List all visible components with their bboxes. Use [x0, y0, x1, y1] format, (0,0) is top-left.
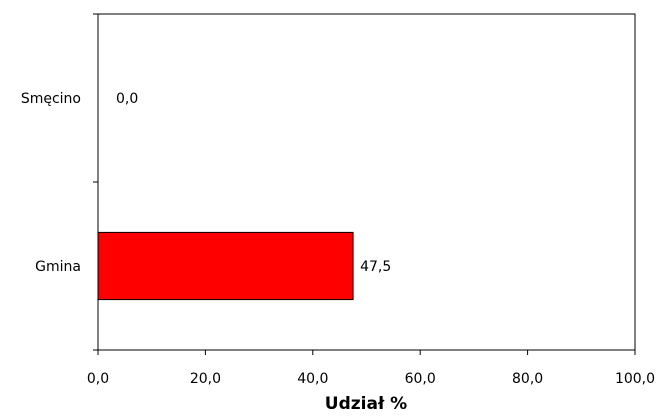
x-tick-label: 80,0	[512, 371, 543, 387]
x-tick-label: 20,0	[190, 371, 221, 387]
bar-1	[97, 231, 354, 301]
data-label: 0,0	[116, 91, 138, 107]
data-label: 47,5	[360, 259, 391, 275]
x-tick-label: 40,0	[297, 371, 328, 387]
x-tick-label: 60,0	[405, 371, 436, 387]
x-tick-label: 100,0	[615, 371, 655, 387]
x-tick-label: 0,0	[87, 371, 109, 387]
category-label: Smęcino	[21, 91, 81, 107]
x-axis-title: Udział %	[325, 394, 407, 414]
chart-marks: 0,0 20,0 40,0 60,0 80,0 100,0 Smęcino 0,0 Gmina 4…	[21, 13, 655, 387]
category-label: Gmina	[35, 259, 81, 275]
